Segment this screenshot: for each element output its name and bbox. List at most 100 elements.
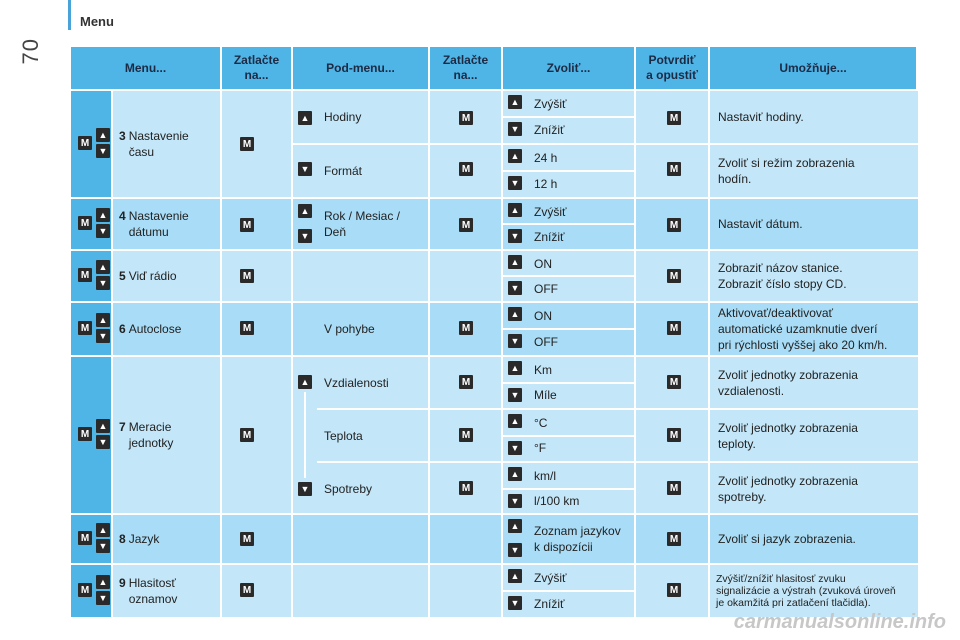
r7-m-button[interactable]: M [78, 427, 92, 441]
r8-confirm-button[interactable]: M [667, 532, 681, 546]
r7s2-divider [503, 487, 634, 490]
r8-up-button[interactable]: ▲ [96, 523, 110, 537]
r7-press-button[interactable]: M [240, 428, 254, 442]
r7s2-label-text: Spotreby [324, 481, 373, 496]
r3s0-down-button[interactable]: ▼ [508, 122, 522, 136]
header-cell-2-text: Pod-menu... [326, 60, 395, 75]
r8-up-button[interactable]: ▲ [508, 519, 522, 533]
r7s0-result-text: Zvoliť jednotky zobrazenia vzdialenosti. [718, 367, 858, 398]
page-title: Menu [80, 14, 114, 29]
r4-sub-down-button[interactable]: ▼ [298, 229, 312, 243]
r3-m-button[interactable]: M [78, 136, 92, 150]
r5-menu: 5 Viď rádio [119, 251, 219, 301]
r6-down-button[interactable]: ▼ [508, 334, 522, 348]
r7s2-confirm-button[interactable]: M [667, 481, 681, 495]
r3s1-up-button[interactable]: ▲ [508, 149, 522, 163]
r5-down-button[interactable]: ▼ [96, 276, 110, 290]
r5-up-button[interactable]: ▲ [508, 255, 522, 269]
r4-m-button[interactable]: M [78, 216, 92, 230]
r7s0-down-button[interactable]: ▼ [508, 387, 522, 402]
r3-down-button[interactable]: ▼ [96, 144, 110, 158]
r7s1-down-button[interactable]: ▼ [508, 440, 522, 455]
r7s1-opt-1: °F [534, 436, 634, 462]
r6-opt-1: OFF [534, 329, 634, 355]
r7-up-button[interactable]: ▲ [96, 419, 110, 433]
r3s0-confirm-button[interactable]: M [667, 111, 681, 125]
r6-up-button[interactable]: ▲ [96, 313, 110, 327]
r4-down-button[interactable]: ▼ [96, 224, 110, 238]
r7-sub-down-button[interactable]: ▼ [298, 482, 312, 496]
r4-sub-press-button[interactable]: M [459, 218, 473, 232]
r6-press-button[interactable]: M [240, 321, 254, 335]
r7s0-press-button[interactable]: M [459, 375, 473, 389]
r7-down-button[interactable]: ▼ [96, 435, 110, 449]
r7s0-confirm-button[interactable]: M [667, 375, 681, 389]
r7-sub-up-button[interactable]: ▲ [298, 375, 312, 389]
r7s0-opt-1: Míle [534, 383, 634, 409]
r3s1-sub-down-button[interactable]: ▼ [298, 162, 312, 176]
r7s2-down-button[interactable]: ▼ [508, 493, 522, 508]
r3s0-up-button[interactable]: ▲ [508, 95, 522, 109]
r6-down-button[interactable]: ▼ [96, 329, 110, 343]
r8-down-button[interactable]: ▼ [96, 539, 110, 553]
col-separator-4 [501, 91, 503, 617]
r5-confirm-button[interactable]: M [667, 269, 681, 283]
r4s0-up-button[interactable]: ▲ [508, 203, 522, 217]
r4-result: Nastaviť dátum. [718, 199, 918, 249]
r3s1-result-text: Zvoliť si režim zobrazenia hodín. [718, 156, 855, 186]
r5-up-button[interactable]: ▲ [96, 260, 110, 274]
r6-opt-0-text: ON [534, 309, 552, 323]
r4-sub-up-button[interactable]: ▲ [298, 204, 312, 218]
r3s0-sub-up-button[interactable]: ▲ [298, 111, 312, 125]
r4-up-button[interactable]: ▲ [96, 208, 110, 222]
r3s1-down-button[interactable]: ▼ [508, 176, 522, 190]
r5-m-button[interactable]: M [78, 268, 92, 282]
r6-up-button[interactable]: ▲ [508, 307, 522, 321]
r7s0-up-button[interactable]: ▲ [508, 361, 522, 375]
r6-confirm-button[interactable]: M [667, 321, 681, 335]
r8-press-button[interactable]: M [240, 532, 254, 546]
r4s0-down-button[interactable]: ▼ [508, 229, 522, 243]
r3-up-button[interactable]: ▲ [96, 128, 110, 142]
r6-menu-number: 6 [119, 322, 126, 336]
r7s1-press-button[interactable]: M [459, 428, 473, 442]
r4-confirm-button[interactable]: M [667, 218, 681, 232]
r9-opt-0-text: Zvýšiť [534, 571, 567, 585]
r7s2-opt-0: km/l [534, 463, 634, 489]
r8-down-button[interactable]: ▼ [508, 543, 522, 557]
r7s2-result: Zvoliť jednotky zobrazenia spotreby. [718, 463, 918, 514]
r9-confirm-button[interactable]: M [667, 583, 681, 597]
r5-down-button[interactable]: ▼ [508, 281, 522, 295]
r3s1-confirm-button[interactable]: M [667, 162, 681, 176]
r7s2-press-button[interactable]: M [459, 481, 473, 495]
r9-down-button[interactable]: ▼ [508, 596, 522, 610]
r5-opt-1-text: OFF [534, 281, 558, 296]
r9-down-button[interactable]: ▼ [96, 591, 110, 605]
r8-m-button[interactable]: M [78, 531, 92, 545]
r7-menu-number: 7 [119, 420, 126, 434]
r7s1-confirm-button[interactable]: M [667, 428, 681, 442]
r4-press-button[interactable]: M [240, 218, 254, 232]
r7s2-up-button[interactable]: ▲ [508, 467, 522, 481]
r9-up-button[interactable]: ▲ [508, 569, 522, 583]
r3s1-opt-1-text: 12 h [534, 177, 558, 191]
r3s0-label-text: Hodiny [324, 110, 362, 124]
r3s0-press-button[interactable]: M [459, 111, 473, 125]
r4-menu-label: Nastavenie dátumu [128, 209, 189, 239]
r7s1-result: Zvoliť jednotky zobrazenia teploty. [718, 410, 918, 461]
header-cell-3-text: Zatlačte na... [442, 53, 489, 82]
r5-press-button[interactable]: M [240, 269, 254, 283]
r6-opt-0: ON [534, 303, 634, 329]
r9-press-button[interactable]: M [240, 583, 254, 597]
r7s0-opt-1-text: Míle [534, 388, 557, 403]
r9-up-button[interactable]: ▲ [96, 575, 110, 589]
r6-sub-press-button[interactable]: M [459, 321, 473, 335]
r6-m-button[interactable]: M [78, 321, 92, 335]
r7s1-up-button[interactable]: ▲ [508, 414, 522, 428]
r9-m-button[interactable]: M [78, 583, 92, 597]
r3-sub-divider [293, 143, 918, 145]
header-cell-4: Zvoliť... [503, 47, 634, 89]
header-cell-1-text: Zatlačte na... [233, 53, 280, 82]
r3-press-button[interactable]: M [240, 137, 254, 151]
r3s1-press-button[interactable]: M [459, 162, 473, 176]
